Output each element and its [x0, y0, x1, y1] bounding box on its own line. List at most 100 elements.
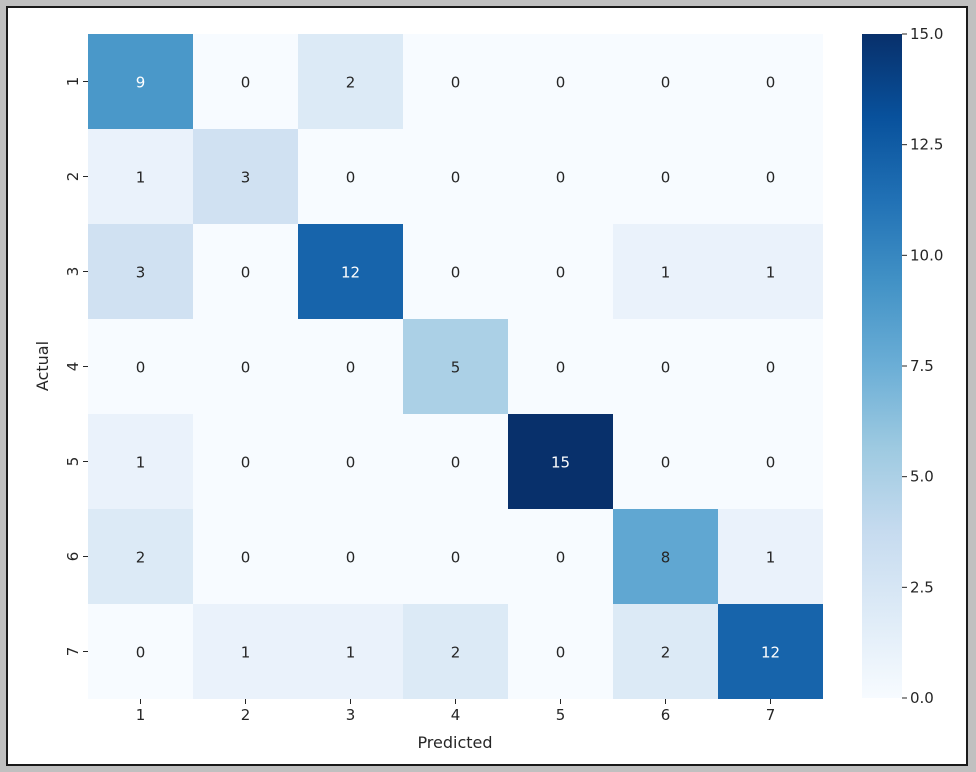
confusion-matrix-heatmap: 9 0 2 0 0 0 01 3 0 0 0 0 03 0 12 0 0 1 10 0 0 5 0 0 01 0 0 0 15 0 02 0 0… [33, 25, 943, 752]
cell-value-label: 0 [766, 359, 776, 377]
heatmap-cell [718, 604, 823, 699]
heatmap-cell [193, 224, 298, 319]
colorbar-tick-label: 2.5 [910, 578, 934, 596]
cell-value-label: 2 [346, 74, 356, 92]
cell-value-label: 8 [661, 549, 671, 567]
cell-value-label: 0 [241, 549, 251, 567]
heatmap-cell [403, 414, 508, 509]
heatmap-cell [613, 129, 718, 224]
colorbar-tick-label: 15.0 [910, 25, 943, 43]
cell-value-label: 0 [661, 169, 671, 187]
cell-value-label: 0 [556, 549, 566, 567]
cell-value-label: 1 [661, 264, 671, 282]
cell-value-label: 12 [761, 644, 780, 662]
x-tick-label: 2 [241, 706, 251, 724]
heatmap-cell [508, 509, 613, 604]
heatmap-cell [718, 34, 823, 129]
cell-value-label: 0 [661, 454, 671, 472]
heatmap-cell [718, 414, 823, 509]
heatmap-cell [508, 224, 613, 319]
cell-value-label: 1 [346, 644, 356, 662]
cell-value-label: 0 [241, 264, 251, 282]
x-tick-label: 1 [136, 706, 146, 724]
heatmap-cell [508, 319, 613, 414]
heatmap-cell [298, 224, 403, 319]
heatmap-cell [88, 34, 193, 129]
cell-value-label: 9 [136, 74, 146, 92]
heatmap-cell [193, 604, 298, 699]
cell-value-label: 0 [556, 359, 566, 377]
heatmap-cell [298, 604, 403, 699]
cell-value-label: 0 [556, 264, 566, 282]
heatmap-cell [613, 509, 718, 604]
y-tick-label: 1 [64, 77, 82, 87]
cell-value-label: 2 [451, 644, 461, 662]
x-axis-label: Predicted [417, 733, 492, 752]
heatmap-cell [508, 414, 613, 509]
cell-value-label: 1 [136, 454, 146, 472]
cell-value-label: 0 [451, 454, 461, 472]
cell-value-label: 2 [136, 549, 146, 567]
cell-value-label: 0 [451, 264, 461, 282]
cell-value-label: 0 [556, 169, 566, 187]
cell-value-label: 1 [766, 264, 776, 282]
colorbar-tick-label: 0.0 [910, 689, 934, 707]
colorbar-tick-label: 10.0 [910, 246, 943, 264]
cell-value-label: 0 [661, 359, 671, 377]
cell-value-label: 0 [556, 74, 566, 92]
cell-value-label: 0 [346, 454, 356, 472]
cell-value-label: 0 [661, 74, 671, 92]
colorbar-tick-label: 7.5 [910, 357, 934, 375]
cell-value-label: 0 [451, 549, 461, 567]
cell-value-label: 5 [451, 359, 461, 377]
heatmap-cell [613, 604, 718, 699]
colorbar-tick-label: 5.0 [910, 468, 934, 486]
y-tick-label: 2 [64, 172, 82, 182]
heatmap-cell [718, 129, 823, 224]
cell-value-label: 0 [556, 644, 566, 662]
cell-value-label: 0 [766, 454, 776, 472]
heatmap-cell [613, 224, 718, 319]
heatmap-cell [718, 224, 823, 319]
cell-value-label: 0 [136, 359, 146, 377]
heatmap-cell [88, 414, 193, 509]
y-tick-label: 7 [64, 647, 82, 657]
heatmap-cell [508, 604, 613, 699]
x-tick-label: 3 [346, 706, 356, 724]
x-tick-label: 7 [766, 706, 776, 724]
heatmap-cell [613, 319, 718, 414]
heatmap-cell [718, 509, 823, 604]
heatmap-cell [403, 224, 508, 319]
cell-value-label: 1 [136, 169, 146, 187]
y-tick-label: 5 [64, 457, 82, 467]
cell-value-label: 2 [661, 644, 671, 662]
heatmap-cell [193, 129, 298, 224]
y-tick-label: 6 [64, 552, 82, 562]
heatmap-cell [88, 604, 193, 699]
cell-value-label: 1 [241, 644, 251, 662]
cell-value-label: 12 [341, 264, 360, 282]
heatmap-cell [298, 509, 403, 604]
heatmap-cell [298, 319, 403, 414]
x-tick-label: 5 [556, 706, 566, 724]
heatmap-cell [193, 319, 298, 414]
cell-value-label: 1 [766, 549, 776, 567]
heatmap-cell [298, 34, 403, 129]
heatmap-cell [193, 509, 298, 604]
cell-value-label: 0 [451, 74, 461, 92]
cell-value-label: 15 [551, 454, 570, 472]
cell-value-label: 0 [241, 454, 251, 472]
cell-value-label: 0 [346, 169, 356, 187]
heatmap-cell [88, 224, 193, 319]
heatmap-cell [613, 414, 718, 509]
heatmap-cell [508, 129, 613, 224]
x-tick-label: 6 [661, 706, 671, 724]
cell-value-label: 0 [241, 74, 251, 92]
heatmap-cell [613, 34, 718, 129]
cell-value-label: 3 [136, 264, 146, 282]
heatmap-cell [88, 509, 193, 604]
cell-value-label: 0 [766, 74, 776, 92]
heatmap-cell [88, 129, 193, 224]
y-tick-label: 4 [64, 362, 82, 372]
cell-value-label: 0 [766, 169, 776, 187]
